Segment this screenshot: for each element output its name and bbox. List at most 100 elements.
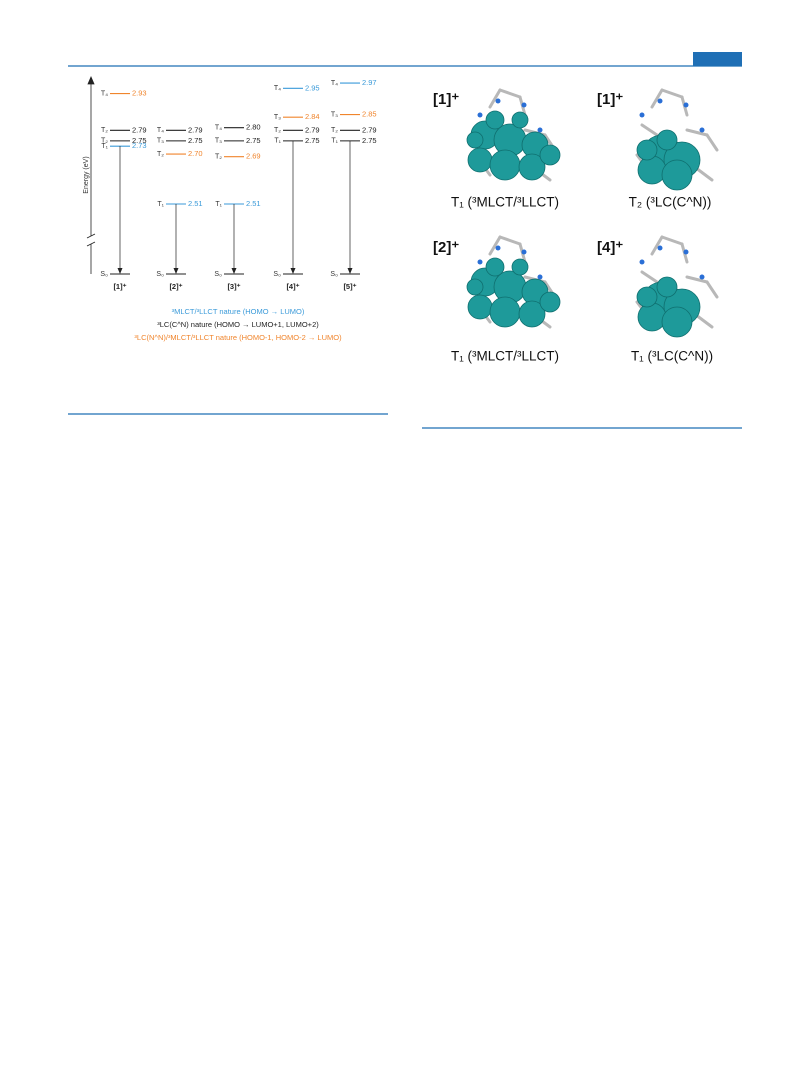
energy-value: 2.75	[305, 136, 320, 145]
arrow-head	[117, 268, 123, 274]
bond	[650, 235, 664, 256]
energy-value: 2.75	[188, 136, 203, 145]
complex-label: [2]⁺	[169, 282, 182, 291]
state-label: T₄	[215, 125, 222, 132]
energy-value: 2.85	[362, 110, 377, 119]
atom	[683, 102, 689, 108]
state-label: T₂	[101, 138, 108, 145]
state-label: T₃	[215, 138, 222, 145]
state-label: T₄	[101, 90, 108, 97]
atom	[477, 112, 483, 118]
orbital-lobe	[467, 294, 493, 320]
state-label: T₁	[215, 201, 222, 208]
complex-label: [4]⁺	[286, 282, 299, 291]
energy-value: 2.73	[132, 141, 147, 150]
orbital-lobe	[539, 291, 561, 313]
bond	[650, 88, 664, 109]
bond	[685, 275, 709, 284]
orbital-lobe	[511, 111, 529, 129]
state-label: T₃	[157, 138, 164, 145]
atom	[639, 112, 645, 118]
state-label: T₂	[274, 127, 281, 134]
complex-label: [4]⁺	[597, 239, 623, 256]
atom	[657, 245, 663, 251]
state-label: T₃	[274, 114, 281, 121]
energy-value: 2.79	[362, 125, 377, 134]
energy-value: 2.93	[132, 89, 147, 98]
energy-value: 2.75	[132, 136, 147, 145]
bond	[640, 270, 659, 284]
bond	[660, 88, 684, 99]
orbital-lobe	[485, 110, 505, 130]
energy-value: 2.79	[132, 125, 147, 134]
bond	[705, 133, 719, 152]
arrow-head	[231, 268, 237, 274]
molecule	[635, 235, 719, 338]
complex-label: [1]⁺	[597, 91, 623, 108]
ground-label: S₀	[273, 271, 281, 278]
bond	[488, 235, 502, 256]
state-label: T₁	[101, 143, 108, 150]
state-caption: T₂ (³LC(C^N))	[629, 195, 712, 210]
bond	[498, 88, 522, 99]
energy-value: 2.51	[188, 199, 203, 208]
state-label: T₂	[331, 127, 338, 134]
orbital-lobe	[637, 155, 667, 185]
energy-axis	[86, 75, 96, 274]
atom	[477, 259, 483, 265]
bond	[498, 235, 522, 246]
state-caption: T₁ (³LC(C^N))	[631, 349, 713, 364]
atom	[495, 245, 501, 251]
energy-value: 2.97	[362, 78, 377, 87]
atom	[699, 127, 705, 133]
molecule	[466, 88, 561, 182]
state-label: T₂	[101, 127, 108, 134]
orbital-lobe	[489, 149, 521, 181]
energy-value: 2.70	[188, 149, 203, 158]
energy-value: 2.84	[305, 112, 320, 121]
complex-label: [1]⁺	[113, 282, 126, 291]
axis-label: Energy (eV)	[83, 156, 90, 193]
atom	[699, 274, 705, 280]
complex-label: [1]⁺	[433, 91, 459, 108]
state-label: T₂	[215, 154, 222, 161]
orbital-lobe	[636, 139, 658, 161]
energy-value: 2.75	[246, 136, 261, 145]
ground-label: S₀	[330, 271, 338, 278]
state-label: T₂	[157, 151, 164, 158]
orbital-lobe	[489, 296, 521, 328]
complex-label: [5]⁺	[343, 282, 356, 291]
atom	[495, 98, 501, 104]
arrow-head	[173, 268, 179, 274]
state-caption: T₁ (³MLCT/³LLCT)	[451, 349, 559, 364]
energy-value: 2.69	[246, 152, 261, 161]
energy-value: 2.79	[305, 125, 320, 134]
orbital-lobe	[661, 159, 693, 191]
orbital-lobe	[485, 257, 505, 277]
orbital-lobe	[539, 144, 561, 166]
state-label: T₁	[331, 138, 338, 145]
state-label: T₁	[157, 201, 164, 208]
orbital-lobe	[636, 286, 658, 308]
orbital-lobe	[518, 153, 546, 181]
state-label: T₁	[274, 138, 281, 145]
orbital-lobe	[466, 278, 484, 296]
atom	[683, 249, 689, 255]
atom	[657, 98, 663, 104]
atom	[537, 274, 543, 280]
bond	[488, 88, 502, 109]
legend-entry: ³MLCT/³LLCT nature (HOMO → LUMO)	[172, 307, 305, 316]
header-tab	[693, 52, 742, 66]
complex-label: [3]⁺	[227, 282, 240, 291]
bond	[685, 128, 709, 137]
ground-label: S₀	[214, 271, 222, 278]
molecule	[466, 235, 561, 329]
state-label: T₄	[157, 127, 164, 134]
atom	[639, 259, 645, 265]
molecule	[635, 88, 719, 191]
atom	[537, 127, 543, 133]
orbital-lobe	[511, 258, 529, 276]
energy-value: 2.75	[362, 136, 377, 145]
